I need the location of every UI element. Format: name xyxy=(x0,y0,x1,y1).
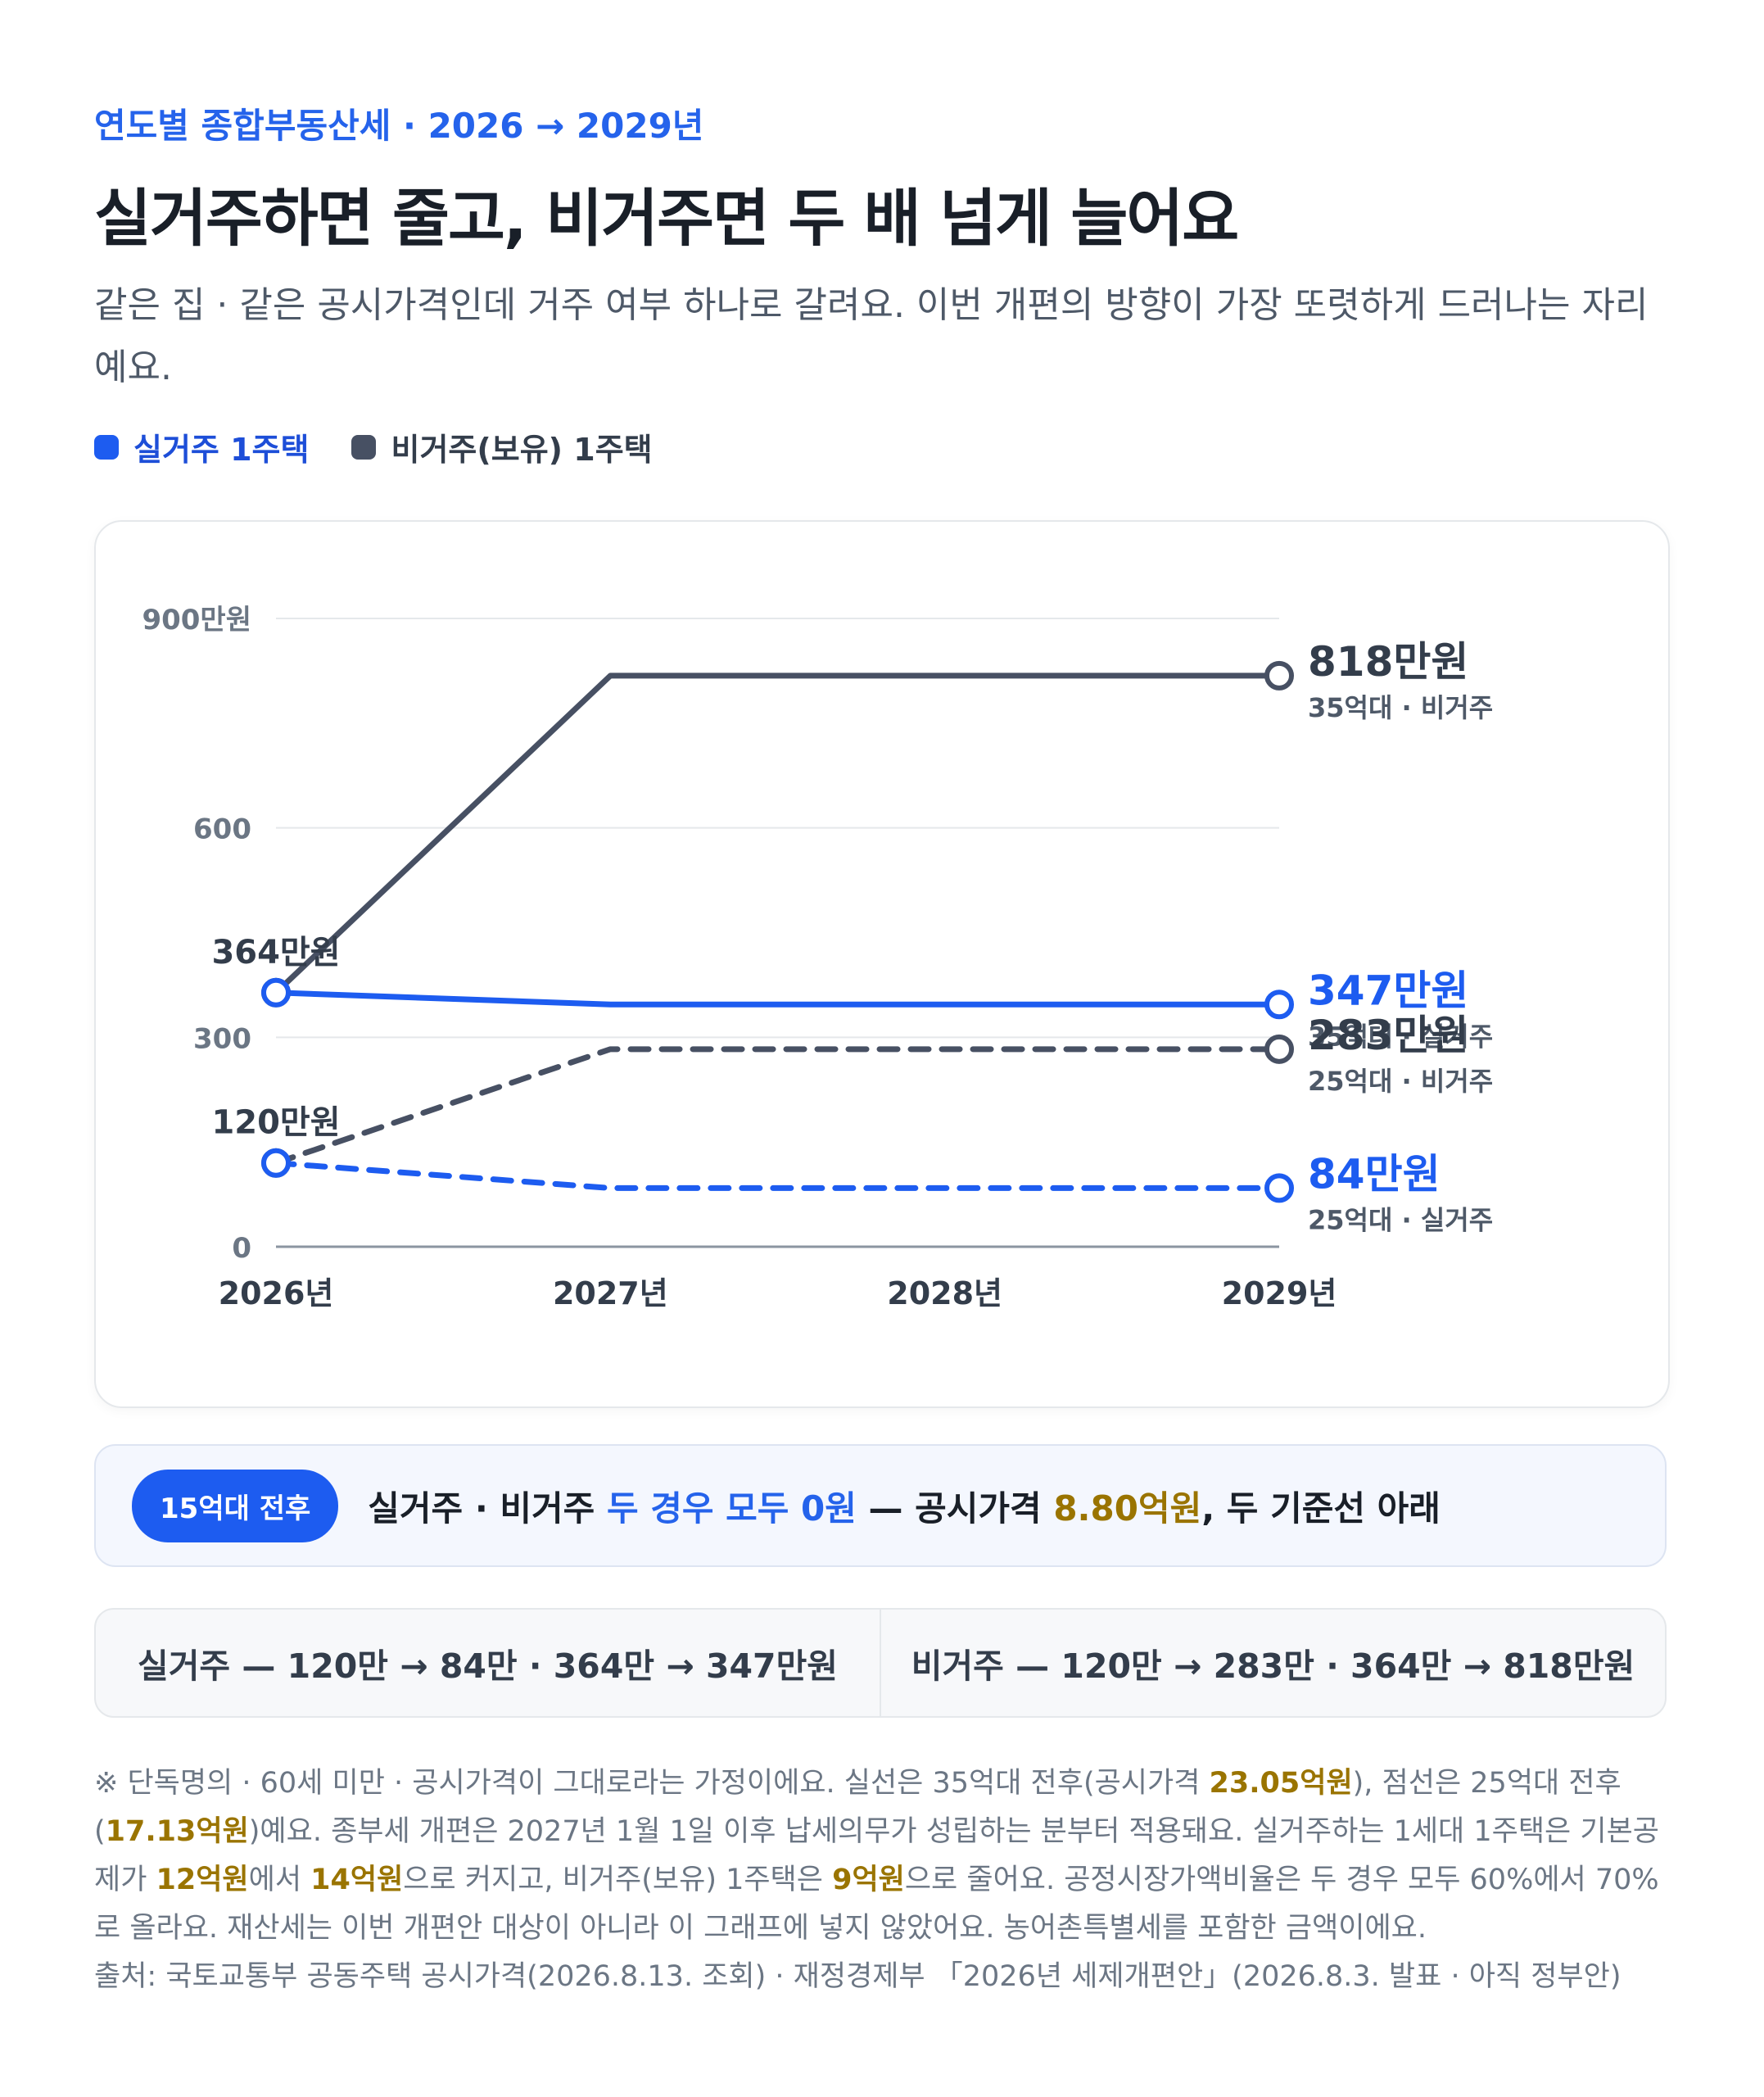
range-badge: 15억대 전후 xyxy=(132,1469,339,1542)
threshold-note: 15억대 전후 실거주 · 비거주 두 경우 모두 0원 — 공시가격 8.80… xyxy=(94,1444,1667,1567)
page-title: 실거주하면 줄고, 비거주면 두 배 넘게 늘어요 xyxy=(94,182,1239,255)
start-value-label: 364만원 xyxy=(211,934,340,972)
x-tick-label: 2027년 xyxy=(553,1275,668,1311)
end-series-label: 25억대 · 비거주 xyxy=(1308,1066,1493,1097)
legend-item-nonresident: 비거주(보유) 1주택 xyxy=(351,424,653,469)
end-value-label: 818만원 xyxy=(1308,638,1468,686)
end-series-label: 25억대 · 실거주 xyxy=(1308,1204,1493,1235)
footnote-p2: ), 점선은 25억대 전후( xyxy=(94,1767,1622,1848)
footnote-p5: 으로 커지고, 비거주(보유) 1주택은 xyxy=(403,1864,833,1896)
y-tick-label: 0 xyxy=(232,1232,251,1265)
x-tick-label: 2028년 xyxy=(887,1275,1002,1311)
legend-label-resident: 실거주 1주택 xyxy=(133,432,310,468)
legend: 실거주 1주택 비거주(보유) 1주택 xyxy=(94,424,653,469)
footnote-value-4: 14억원 xyxy=(310,1864,404,1896)
start-value-label: 120만원 xyxy=(211,1104,340,1142)
series-line-2 xyxy=(273,1046,1282,1166)
footnote-p4: 에서 xyxy=(248,1864,311,1896)
footnote-value-1: 23.05억원 xyxy=(1209,1767,1353,1800)
legend-swatch-resident xyxy=(94,434,119,460)
data-point-2-3 xyxy=(1264,1034,1294,1064)
footnote-p3: )예요. 종부세 개편은 2027년 1월 1일 이후 납세의무가 성립하는 분… xyxy=(94,1815,1659,1896)
footnote-value-5: 9억원 xyxy=(832,1864,905,1896)
note-text-highlight: 두 경우 모두 0원 xyxy=(606,1488,857,1529)
note-text-b: — 공시가격 xyxy=(856,1488,1054,1529)
comparison-nonresident: 비거주 — 120만 → 283만 · 364만 → 818만원 xyxy=(880,1610,1665,1716)
footnote-p1: ※ 단독명의 · 60세 미만 · 공시가격이 그대로라는 가정이에요. 실선은… xyxy=(94,1767,1210,1800)
comparison-row: 실거주 — 120만 → 84만 · 364만 → 347만원 비거주 — 12… xyxy=(94,1608,1667,1718)
page-subtitle: 같은 집 · 같은 공시가격인데 거주 여부 하나로 갈려요. 이번 개편의 방… xyxy=(94,284,1649,388)
footnote-source: 출처: 국토교통부 공동주택 공시가격(2026.8.13. 조회) · 재정경… xyxy=(94,1960,1622,1993)
end-value-label: 283만원 xyxy=(1308,1012,1468,1059)
end-series-label: 35억대 · 비거주 xyxy=(1308,692,1493,723)
footnote-value-3: 12억원 xyxy=(156,1864,249,1896)
kicker: 연도별 종합부동산세 · 2026 → 2029년 xyxy=(94,106,704,146)
data-point-1-0 xyxy=(261,977,291,1008)
comparison-resident: 실거주 — 120만 → 84만 · 364만 → 347만원 xyxy=(137,1646,839,1686)
threshold-note-text: 실거주 · 비거주 두 경우 모두 0원 — 공시가격 8.80억원, 두 기준… xyxy=(368,1481,1441,1531)
y-tick-label: 900만원 xyxy=(142,604,251,636)
data-point-3-0 xyxy=(261,1148,291,1178)
note-text-a: 실거주 · 비거주 xyxy=(368,1488,607,1529)
legend-swatch-nonresident xyxy=(351,434,377,460)
data-point-1-3 xyxy=(1264,990,1294,1020)
legend-label-nonresident: 비거주(보유) 1주택 xyxy=(391,432,653,468)
series-line-0 xyxy=(273,673,1282,996)
series-line-3 xyxy=(273,1160,1282,1191)
data-point-0-3 xyxy=(1264,660,1294,691)
note-text-price: 8.80억원 xyxy=(1053,1488,1202,1529)
line-chart: 0 300 600 900만원 2026년 2027년 2028년 2029년 364만원 120… xyxy=(142,604,1493,1311)
y-tick-label: 300 xyxy=(193,1022,251,1055)
end-value-label: 84만원 xyxy=(1308,1150,1441,1198)
footnote-value-2: 17.13억원 xyxy=(105,1815,249,1848)
note-text-c: , 두 기준선 아래 xyxy=(1201,1488,1441,1529)
footnote: ※ 단독명의 · 60세 미만 · 공시가격이 그대로라는 가정이에요. 실선은… xyxy=(94,1760,1679,2001)
y-tick-label: 600 xyxy=(193,813,251,846)
legend-item-resident: 실거주 1주택 xyxy=(94,424,309,469)
footnote-p6: 으로 줄어요. 공정시장가액비율은 두 경우 모두 60%에서 70%로 올라요… xyxy=(94,1864,1659,1945)
end-series-label: 35억대 · 실거주 xyxy=(1308,1021,1493,1052)
x-tick-label: 2026년 xyxy=(219,1275,334,1311)
x-tick-label: 2029년 xyxy=(1222,1275,1337,1311)
chart-card: 0 300 600 900만원 2026년 2027년 2028년 2029년 364만원 120… xyxy=(94,520,1670,1408)
series-line-1 xyxy=(273,990,1282,1008)
data-point-3-3 xyxy=(1264,1173,1294,1203)
end-value-label: 347만원 xyxy=(1308,967,1468,1014)
